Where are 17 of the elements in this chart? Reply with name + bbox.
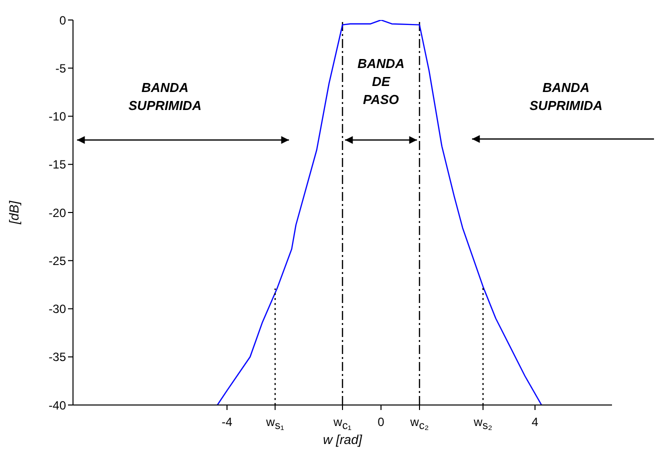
- y-tick-label: -5: [55, 61, 66, 76]
- y-tick-label: -20: [48, 206, 66, 220]
- annotation: BANDA SUPRIMIDA: [530, 80, 602, 113]
- y-tick-label: -15: [48, 158, 66, 172]
- x-tick-label: -4: [222, 415, 233, 429]
- y-tick-label: 0: [59, 13, 66, 28]
- y-tick-label: -35: [48, 350, 66, 364]
- x-tick-label: 0: [378, 415, 385, 429]
- annotation: BANDA SUPRIMIDA: [128, 80, 202, 113]
- y-axis-title: [dB]: [6, 200, 22, 226]
- x-tick-label: 4: [532, 415, 539, 429]
- y-tick-label: -10: [48, 110, 66, 124]
- y-tick-label: -40: [48, 398, 66, 412]
- y-tick-label: -25: [48, 254, 66, 268]
- annotation: BANDA DE PASO: [358, 56, 404, 107]
- y-tick-label: -30: [48, 302, 66, 316]
- x-axis-title: w [rad]: [322, 432, 362, 447]
